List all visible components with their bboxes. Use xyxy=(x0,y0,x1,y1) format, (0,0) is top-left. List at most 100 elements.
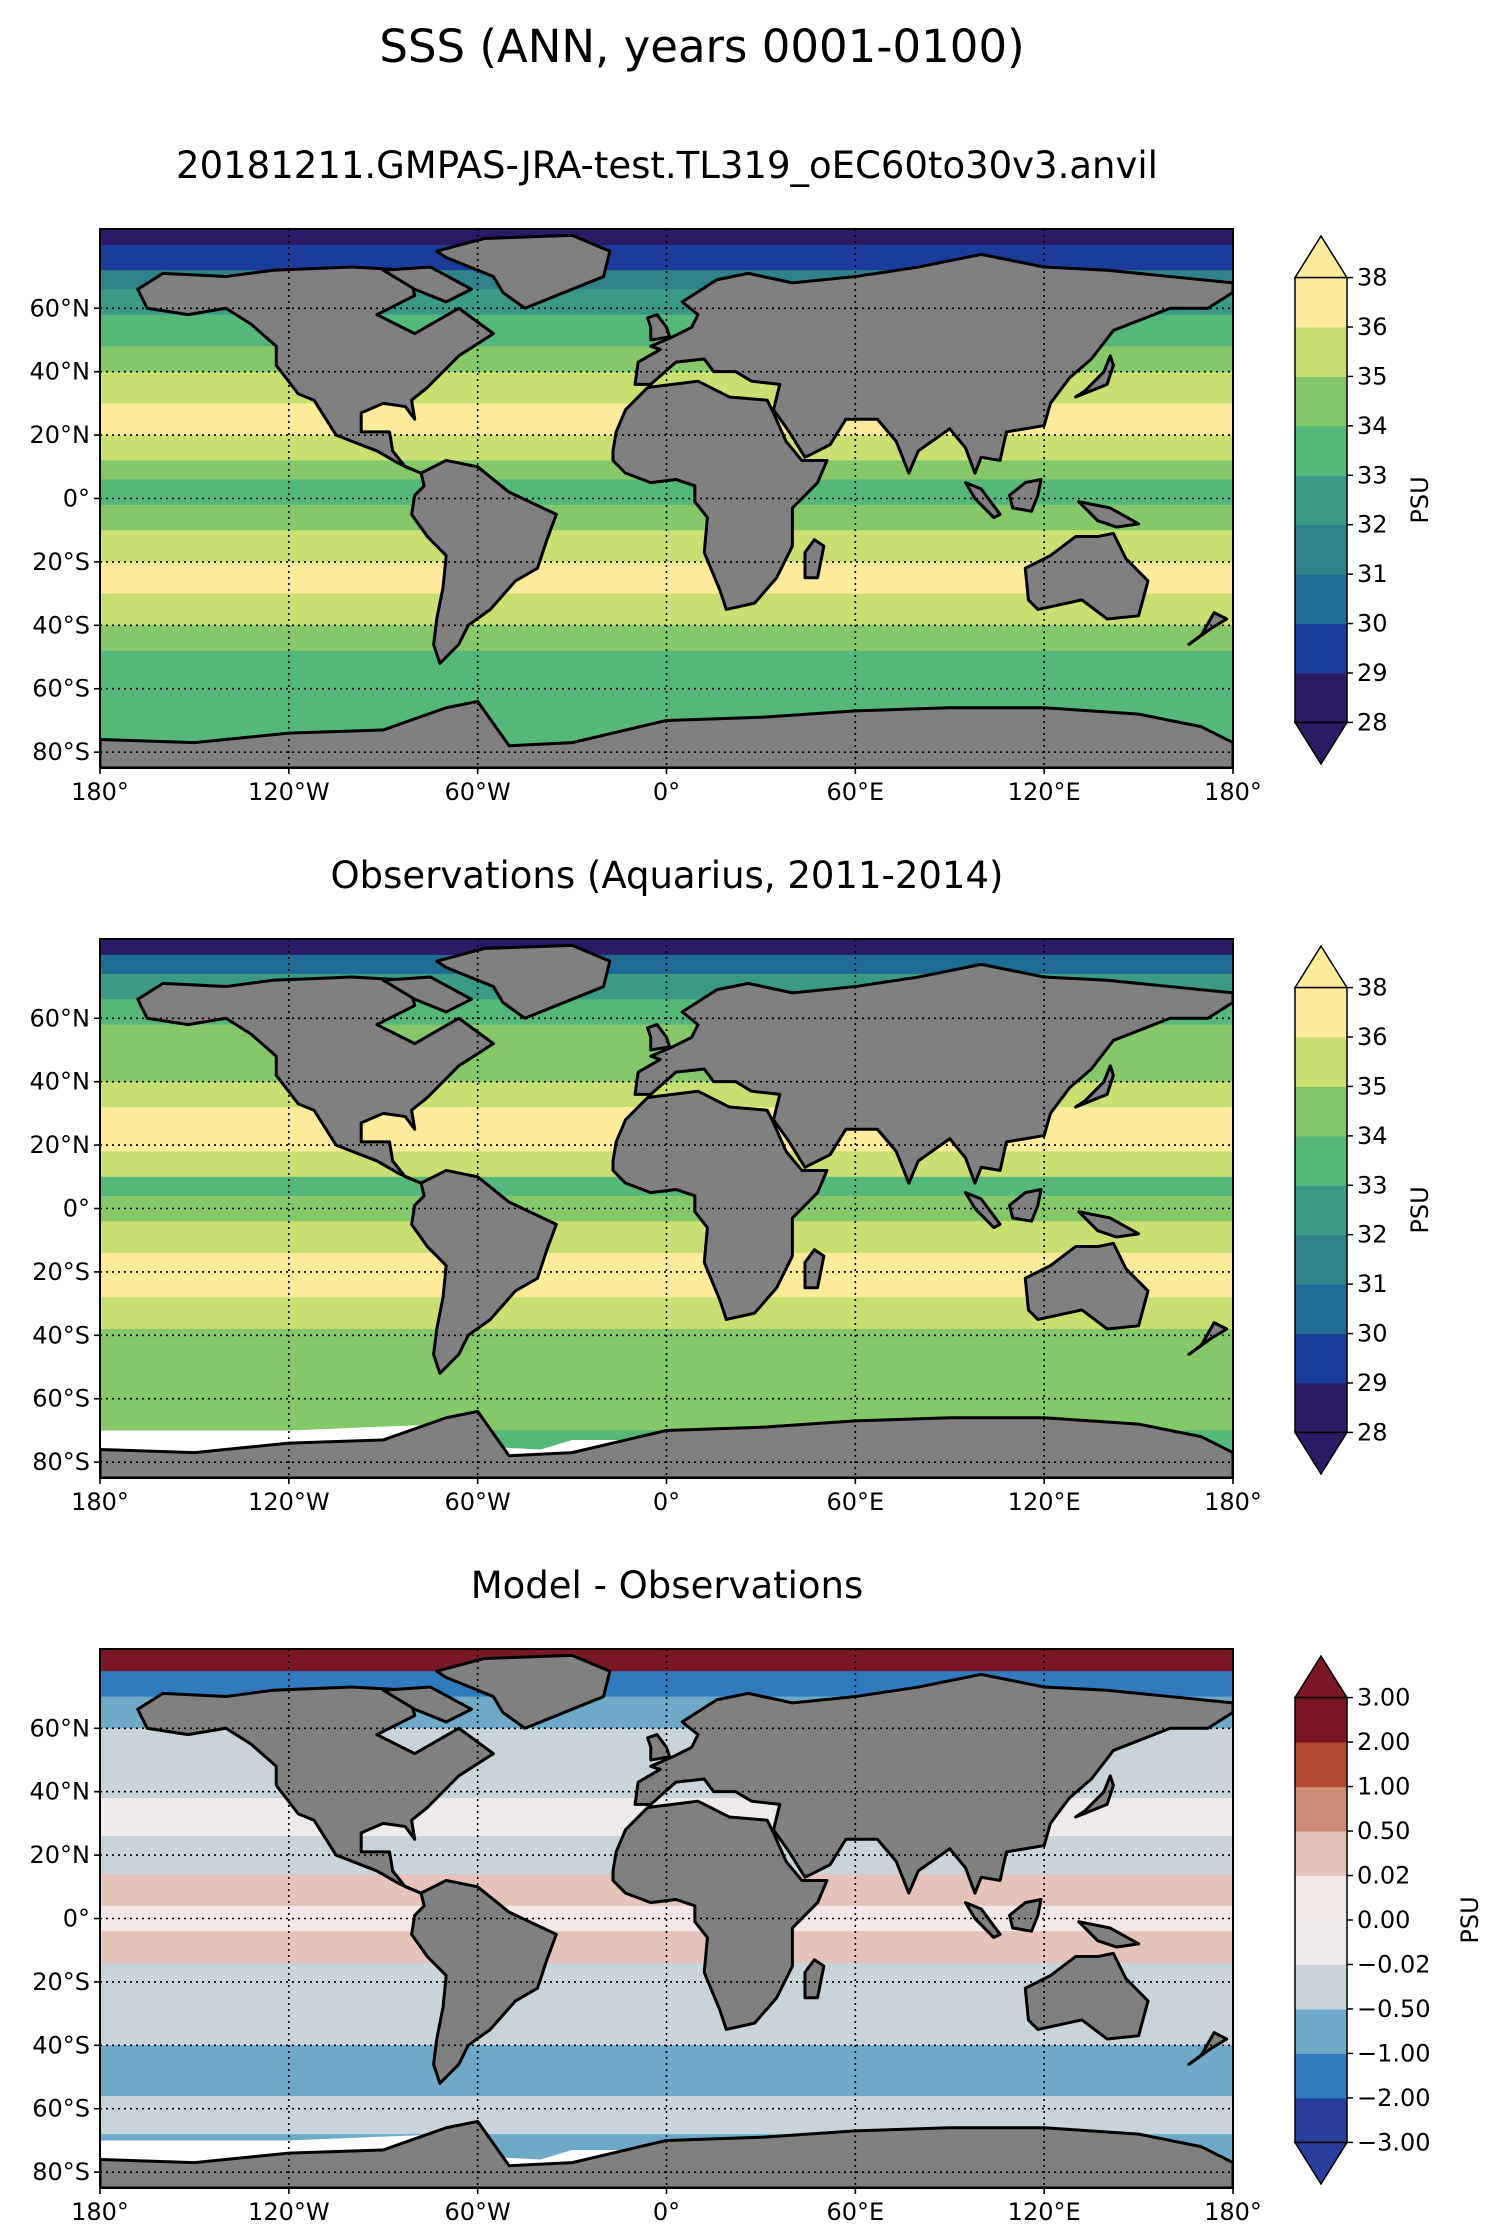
lat-tick-label: 40°S xyxy=(32,1321,90,1349)
lat-tick-label: 60°N xyxy=(30,294,91,322)
colorbar-segment xyxy=(1295,425,1347,476)
land-samerica xyxy=(410,458,558,665)
colorbar-tick-label: 31 xyxy=(1357,560,1388,588)
land-uk xyxy=(646,1733,672,1762)
colorbar-segment xyxy=(1295,1382,1347,1433)
field-band xyxy=(100,1905,1233,1932)
lat-tick-label: 20°N xyxy=(30,421,91,449)
land-namerica xyxy=(136,1685,495,1895)
lon-tick-label: 180° xyxy=(1204,778,1262,806)
colorbar-label: PSU xyxy=(1406,476,1434,523)
colorbar-tick-label: 36 xyxy=(1357,313,1388,341)
land-nz xyxy=(1187,2031,1229,2066)
colorbar-frame xyxy=(1294,986,1348,1434)
colorbar-tick-label: 28 xyxy=(1357,1418,1388,1446)
colorbar-extend-min xyxy=(1293,721,1349,766)
colorbar-segment xyxy=(1295,376,1347,427)
colorbar-segment xyxy=(1295,524,1347,575)
land-greenland xyxy=(435,233,612,310)
colorbar-segment xyxy=(1295,1920,1347,1965)
land-japan xyxy=(1074,354,1115,399)
lon-tick-label: 180° xyxy=(1204,2198,1262,2226)
lat-tick-label: 80°S xyxy=(32,738,90,766)
land-africa xyxy=(611,379,829,611)
colorbar-extend-min xyxy=(1293,2141,1349,2186)
lat-tick-label: 40°N xyxy=(30,1068,91,1096)
lat-tick-label: 0° xyxy=(63,1195,90,1223)
lat-tick-label: 20°S xyxy=(32,548,90,576)
lon-tick-label: 60°E xyxy=(826,2198,884,2226)
colorbar-tick-label: 33 xyxy=(1357,461,1388,489)
colorbar-segment xyxy=(1295,2097,1347,2143)
colorbar-tick-label: 38 xyxy=(1357,264,1388,292)
lon-tick-label: 0° xyxy=(653,1488,680,1516)
land-samerica xyxy=(410,1168,558,1375)
colorbar-tick-label: 31 xyxy=(1357,1270,1388,1298)
lat-tick-label: 20°N xyxy=(30,1131,91,1159)
land-borneo xyxy=(1008,477,1043,513)
lon-tick-label: 0° xyxy=(653,2198,680,2226)
land-madagascar xyxy=(803,1958,826,2000)
colorbar-extend-max xyxy=(1293,1654,1349,1699)
lat-tick-label: 60°N xyxy=(30,1714,91,1742)
field-band xyxy=(100,1195,1233,1222)
colorbar-extend-min xyxy=(1293,1431,1349,1476)
colorbar-segment xyxy=(1295,1135,1347,1186)
lon-tick-label: 180° xyxy=(71,1488,129,1516)
colorbar-segment xyxy=(1295,1875,1347,1921)
land-baffin xyxy=(381,265,473,304)
colorbar-tick-label: −0.02 xyxy=(1357,1950,1431,1978)
field-band xyxy=(100,229,1233,246)
lat-tick-label: 60°S xyxy=(32,675,90,703)
colorbar-segment xyxy=(1295,1284,1347,1335)
lat-tick-label: 40°N xyxy=(30,1778,91,1806)
colorbar-tick-label: 29 xyxy=(1357,1369,1388,1397)
lon-tick-label: 60°E xyxy=(826,1488,884,1516)
lat-tick-label: 40°N xyxy=(30,358,91,386)
lon-tick-label: 120°W xyxy=(248,778,330,806)
colorbar-extend-max xyxy=(1293,234,1349,279)
lon-tick-label: 120°E xyxy=(1008,1488,1081,1516)
land-nz xyxy=(1187,611,1229,646)
lat-tick-label: 80°S xyxy=(32,2158,90,2186)
colorbar-label: PSU xyxy=(1456,1896,1484,1943)
figure-suptitle: SSS (ANN, years 0001-0100) xyxy=(379,20,1024,73)
land-newguinea xyxy=(1077,1920,1141,1949)
panel-model: 20181211.GMPAS-JRA-test.TL319_oEC60to30v… xyxy=(30,144,1435,806)
colorbar-tick-label: 32 xyxy=(1357,1221,1388,1249)
colorbar-tick-label: −3.00 xyxy=(1357,2128,1431,2156)
colorbar-tick-label: 38 xyxy=(1357,974,1388,1002)
field-band xyxy=(100,1221,1233,1254)
colorbar-tick-label: 34 xyxy=(1357,412,1388,440)
colorbar-tick-label: 34 xyxy=(1357,1122,1388,1150)
colorbar-segment xyxy=(1295,1831,1347,1877)
panel-title: 20181211.GMPAS-JRA-test.TL319_oEC60to30v… xyxy=(176,144,1158,187)
colorbar-segment xyxy=(1295,987,1347,1038)
colorbar-segment xyxy=(1295,327,1347,377)
lat-tick-label: 20°S xyxy=(32,1968,90,1996)
lon-tick-label: 60°E xyxy=(826,778,884,806)
land-australia xyxy=(1023,1951,1150,2041)
lon-tick-label: 0° xyxy=(653,778,680,806)
panel-title: Observations (Aquarius, 2011-2014) xyxy=(331,854,1004,897)
panel-difference: Model - Observations 60°N 40°N 20°N 0° 20°S 4… xyxy=(30,1564,1485,2226)
colorbar-extend-max xyxy=(1293,944,1349,989)
land-borneo xyxy=(1008,1187,1043,1223)
lon-tick-label: 60°W xyxy=(445,2198,511,2226)
land-baffin xyxy=(381,1685,473,1724)
land-sumatra xyxy=(963,481,1002,520)
colorbar-label: PSU xyxy=(1406,1186,1434,1233)
colorbar-segment xyxy=(1295,1786,1347,1832)
colorbar-segment xyxy=(1295,2008,1347,2054)
colorbar-tick-label: 0.02 xyxy=(1357,1862,1410,1890)
lat-tick-label: 60°S xyxy=(32,2095,90,2123)
land-africa xyxy=(611,1799,829,2031)
colorbar-tick-label: 32 xyxy=(1357,511,1388,539)
colorbar-tick-label: 0.50 xyxy=(1357,1817,1410,1845)
colorbar-segment xyxy=(1295,1697,1347,1743)
colorbar-tick-label: 35 xyxy=(1357,1072,1388,1100)
land-australia xyxy=(1023,1241,1150,1331)
land-uk xyxy=(646,313,672,342)
panel-observations: Observations (Aquarius, 2011-2014) 60°N 4… xyxy=(30,854,1435,1516)
colorbar-tick-label: 0.00 xyxy=(1357,1906,1410,1934)
